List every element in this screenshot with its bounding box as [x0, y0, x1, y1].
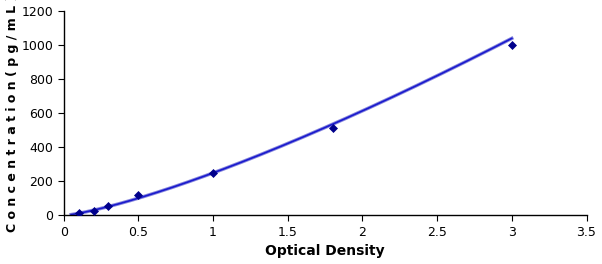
X-axis label: Optical Density: Optical Density: [265, 244, 385, 258]
Y-axis label: C o n c e n t r a t i o n ( p g / m L ): C o n c e n t r a t i o n ( p g / m L ): [5, 0, 19, 232]
